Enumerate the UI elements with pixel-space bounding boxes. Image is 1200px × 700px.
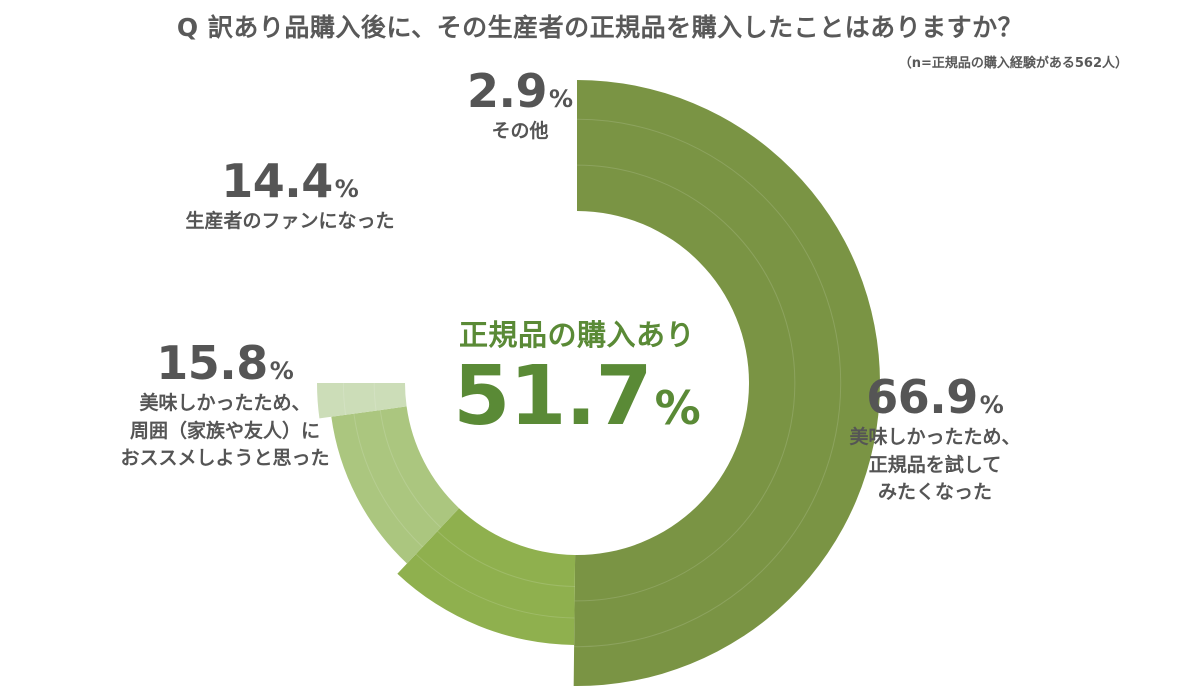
slice-value: 15.8 [156, 336, 268, 390]
slice-value: 2.9 [466, 64, 548, 118]
slice-guide-arc [574, 164, 796, 602]
slice-description: その他 [491, 120, 549, 142]
slice-guide-arc [415, 553, 575, 619]
donut-slice-0 [573, 80, 880, 686]
center-summary: 正規品の購入あり 51.7% [447, 312, 707, 438]
slice-value: 14.4 [221, 154, 333, 208]
slice-guide-arc [437, 530, 575, 587]
slice-unit: % [979, 391, 1004, 419]
center-value: 51.7% [447, 356, 707, 438]
slice-guide-arc [574, 118, 842, 648]
slice-label-taste-try-regular: 66.9% 美味しかったため、 正規品を試して みたくなった [815, 374, 1055, 507]
slice-label-other: 2.9% その他 [420, 68, 620, 146]
slice-guide-arc [379, 409, 442, 528]
slice-description: 美味しかったため、 正規品を試して みたくなった [849, 426, 1021, 504]
center-value-unit: % [654, 381, 701, 435]
slice-label-taste-recommend: 15.8% 美味しかったため、 周囲（家族や友人）に おススメしようと思った [60, 340, 390, 473]
donut-slice-3 [317, 383, 407, 419]
slice-guide-arc [342, 382, 347, 415]
center-label: 正規品の購入あり [458, 318, 695, 352]
center-value-number: 51.7 [453, 349, 652, 444]
slice-unit: % [334, 175, 359, 203]
slice-guide-arc [373, 382, 377, 411]
sample-size-note: （n=正規品の購入経験がある562人） [898, 56, 1128, 71]
slice-unit: % [548, 85, 574, 113]
slice-description: 美味しかったため、 周囲（家族や友人）に おススメしようと思った [120, 392, 330, 470]
slice-value: 66.9 [866, 370, 978, 424]
chart-title: Q 訳あり品購入後に、その生産者の正規品を購入したことはありますか？ [176, 13, 1024, 42]
slice-guide-arc [353, 413, 423, 548]
slice-unit: % [269, 357, 294, 385]
slice-description: 生産者のファンになった [185, 210, 395, 232]
slice-label-fan-of-producer: 14.4% 生産者のファンになった [130, 158, 450, 236]
donut-slice-1 [397, 508, 576, 645]
donut-slice-2 [331, 406, 460, 564]
